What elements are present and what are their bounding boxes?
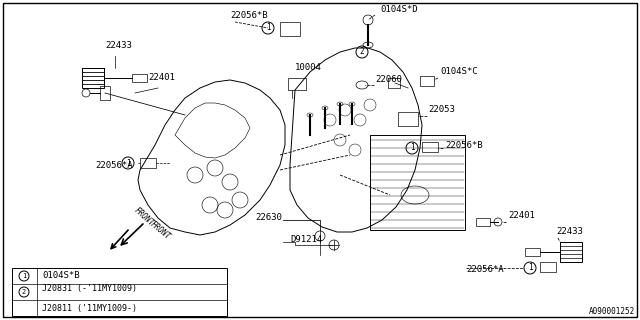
Bar — [525, 248, 540, 256]
Text: A090001252: A090001252 — [589, 307, 635, 316]
Bar — [422, 142, 438, 152]
Text: J20831 (-'11MY1009): J20831 (-'11MY1009) — [42, 284, 137, 293]
Bar — [540, 262, 556, 272]
Bar — [476, 218, 490, 226]
Bar — [420, 76, 434, 86]
Bar — [280, 22, 300, 36]
Text: 22401: 22401 — [148, 73, 175, 82]
Text: 2: 2 — [22, 289, 26, 295]
Text: 0104S*B: 0104S*B — [42, 271, 79, 281]
Text: FRONT: FRONT — [148, 220, 172, 242]
Text: 22056*A: 22056*A — [95, 161, 132, 170]
Text: 10004: 10004 — [295, 63, 322, 72]
Bar — [560, 242, 582, 262]
Text: 22401: 22401 — [508, 211, 535, 220]
Text: 1: 1 — [22, 273, 26, 279]
Text: 22053: 22053 — [428, 105, 455, 114]
Text: 0104S*D: 0104S*D — [380, 5, 418, 14]
Text: D91214: D91214 — [290, 235, 323, 244]
Bar — [398, 112, 418, 126]
Text: 2: 2 — [360, 47, 364, 57]
Text: 22056*B: 22056*B — [445, 141, 483, 150]
Text: 22060: 22060 — [375, 75, 402, 84]
Text: 1: 1 — [410, 143, 414, 153]
Text: 0104S*C: 0104S*C — [440, 67, 477, 76]
Text: 22630: 22630 — [255, 213, 282, 222]
Text: 1: 1 — [528, 263, 532, 273]
Bar — [12, 268, 227, 316]
Text: 22056*B: 22056*B — [230, 11, 268, 20]
Text: 22433: 22433 — [556, 227, 583, 236]
Text: 22056*A: 22056*A — [466, 265, 504, 274]
Text: 22433: 22433 — [105, 41, 132, 50]
Text: J20811 ('11MY1009-): J20811 ('11MY1009-) — [42, 303, 137, 313]
Bar — [100, 86, 110, 100]
Text: FRONT: FRONT — [132, 206, 156, 228]
Bar — [370, 135, 465, 230]
Bar — [288, 78, 306, 90]
Bar — [140, 158, 156, 168]
Bar — [132, 74, 147, 82]
Bar — [388, 78, 400, 88]
Text: 1: 1 — [125, 158, 131, 167]
Text: 1: 1 — [266, 23, 270, 33]
Bar — [82, 68, 104, 88]
